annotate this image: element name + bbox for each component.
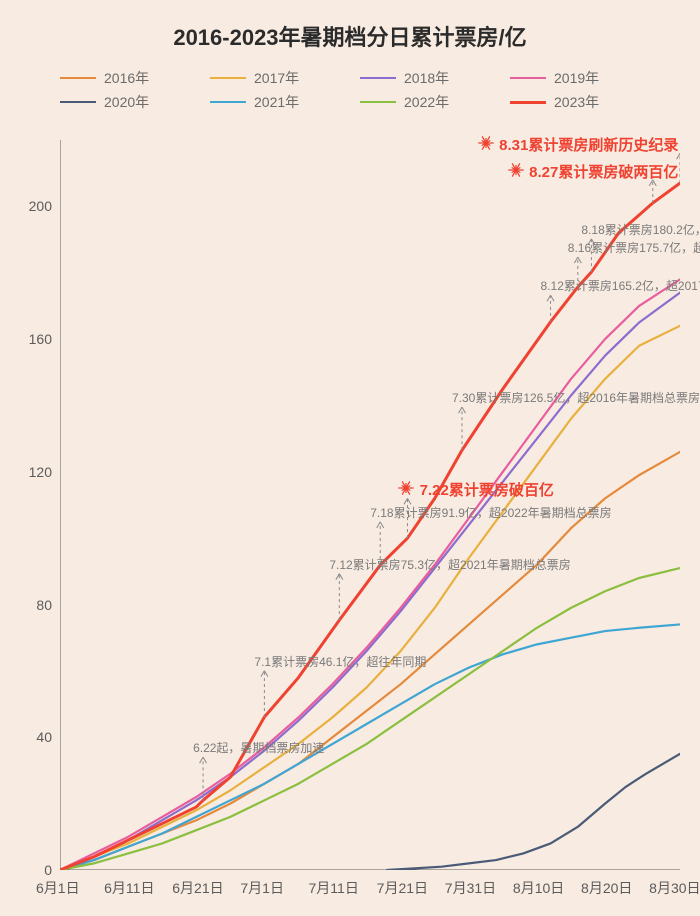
- legend-item: 2023年: [510, 92, 640, 112]
- annotation: 8.16累计票房175.7亿，超2018年暑期档总票房: [568, 242, 700, 255]
- annotation: 8.12累计票房165.2亿，超2017年暑期档总票房: [541, 280, 700, 293]
- legend-swatch: [510, 101, 546, 104]
- legend-swatch: [60, 101, 96, 103]
- annotation-highlight-text: 8.27累计票房破两百亿: [529, 164, 678, 181]
- annotation: 7.18累计票房91.9亿，超2022年暑期档总票房: [370, 507, 611, 520]
- firework-icon: [477, 134, 495, 152]
- legend: 2016年 2017年 2018年 2019年 2020年 2021年 2022年 2023年: [40, 66, 660, 114]
- legend-swatch: [510, 77, 546, 79]
- page: 2016-2023年暑期档分日累计票房/亿 2016年2017年2018年201…: [0, 0, 700, 916]
- legend-item: 2019年: [510, 68, 640, 88]
- firework-icon: [507, 161, 525, 179]
- series-2020: [387, 754, 680, 870]
- legend-item: 2018年: [360, 68, 490, 88]
- legend-label: 2022年: [404, 92, 449, 112]
- annotation: 7.30累计票房126.5亿，超2016年暑期档总票房: [452, 392, 700, 405]
- y-tick-label: 0: [44, 862, 52, 878]
- y-tick-label: 120: [29, 464, 52, 480]
- y-tick-label: 200: [29, 198, 52, 214]
- y-tick-label: 40: [36, 729, 52, 745]
- legend-swatch: [60, 77, 96, 79]
- series-2017: [60, 326, 680, 870]
- legend-swatch: [210, 77, 246, 79]
- x-tick-label: 6月11日: [104, 878, 154, 898]
- chart-title: 2016-2023年暑期档分日累计票房/亿: [0, 20, 700, 52]
- x-tick-label: 6月21日: [172, 878, 223, 898]
- x-tick-label: 7月1日: [240, 878, 284, 898]
- annotation-highlight-text: 7.22累计票房破百亿: [420, 482, 554, 499]
- annotation-highlight: 7.22累计票房破百亿: [397, 479, 553, 500]
- legend-item: 2017年: [210, 68, 340, 88]
- annotation: 7.12累计票房75.3亿，超2021年暑期档总票房: [329, 559, 570, 572]
- x-tick-label: 8月30日: [649, 878, 700, 898]
- annotation: 7.1累计票房46.1亿，超往年同期: [254, 656, 426, 669]
- series-2019: [60, 279, 680, 870]
- annotation-highlight: 8.31累计票房刷新历史纪录: [477, 134, 678, 155]
- legend-label: 2020年: [104, 92, 149, 112]
- x-tick-label: 6月1日: [36, 878, 80, 898]
- legend-swatch: [210, 101, 246, 103]
- legend-swatch: [360, 77, 396, 79]
- x-tick-label: 7月11日: [309, 878, 359, 898]
- x-tick-label: 8月20日: [581, 878, 632, 898]
- legend-item: 2022年: [360, 92, 490, 112]
- legend-label: 2017年: [254, 68, 299, 88]
- legend-item: 2020年: [60, 92, 190, 112]
- annotation: 6.22起，暑期档票房加速: [193, 742, 324, 755]
- legend-label: 2018年: [404, 68, 449, 88]
- annotation-highlight: 8.27累计票房破两百亿: [507, 161, 678, 182]
- legend-label: 2023年: [554, 92, 599, 112]
- legend-item: 2016年: [60, 68, 190, 88]
- legend-swatch: [360, 101, 396, 103]
- annotation-highlight-text: 8.31累计票房刷新历史纪录: [499, 137, 678, 154]
- x-tick-label: 8月10日: [513, 878, 564, 898]
- legend-label: 2016年: [104, 68, 149, 88]
- annotation: 8.18累计票房180.2亿，超2019年暑期档总票房: [581, 224, 700, 237]
- y-tick-label: 80: [36, 597, 52, 613]
- y-tick-label: 160: [29, 331, 52, 347]
- legend-label: 2019年: [554, 68, 599, 88]
- x-tick-label: 7月31日: [445, 878, 496, 898]
- legend-label: 2021年: [254, 92, 299, 112]
- x-tick-label: 7月21日: [377, 878, 428, 898]
- legend-item: 2021年: [210, 92, 340, 112]
- firework-icon: [397, 479, 415, 497]
